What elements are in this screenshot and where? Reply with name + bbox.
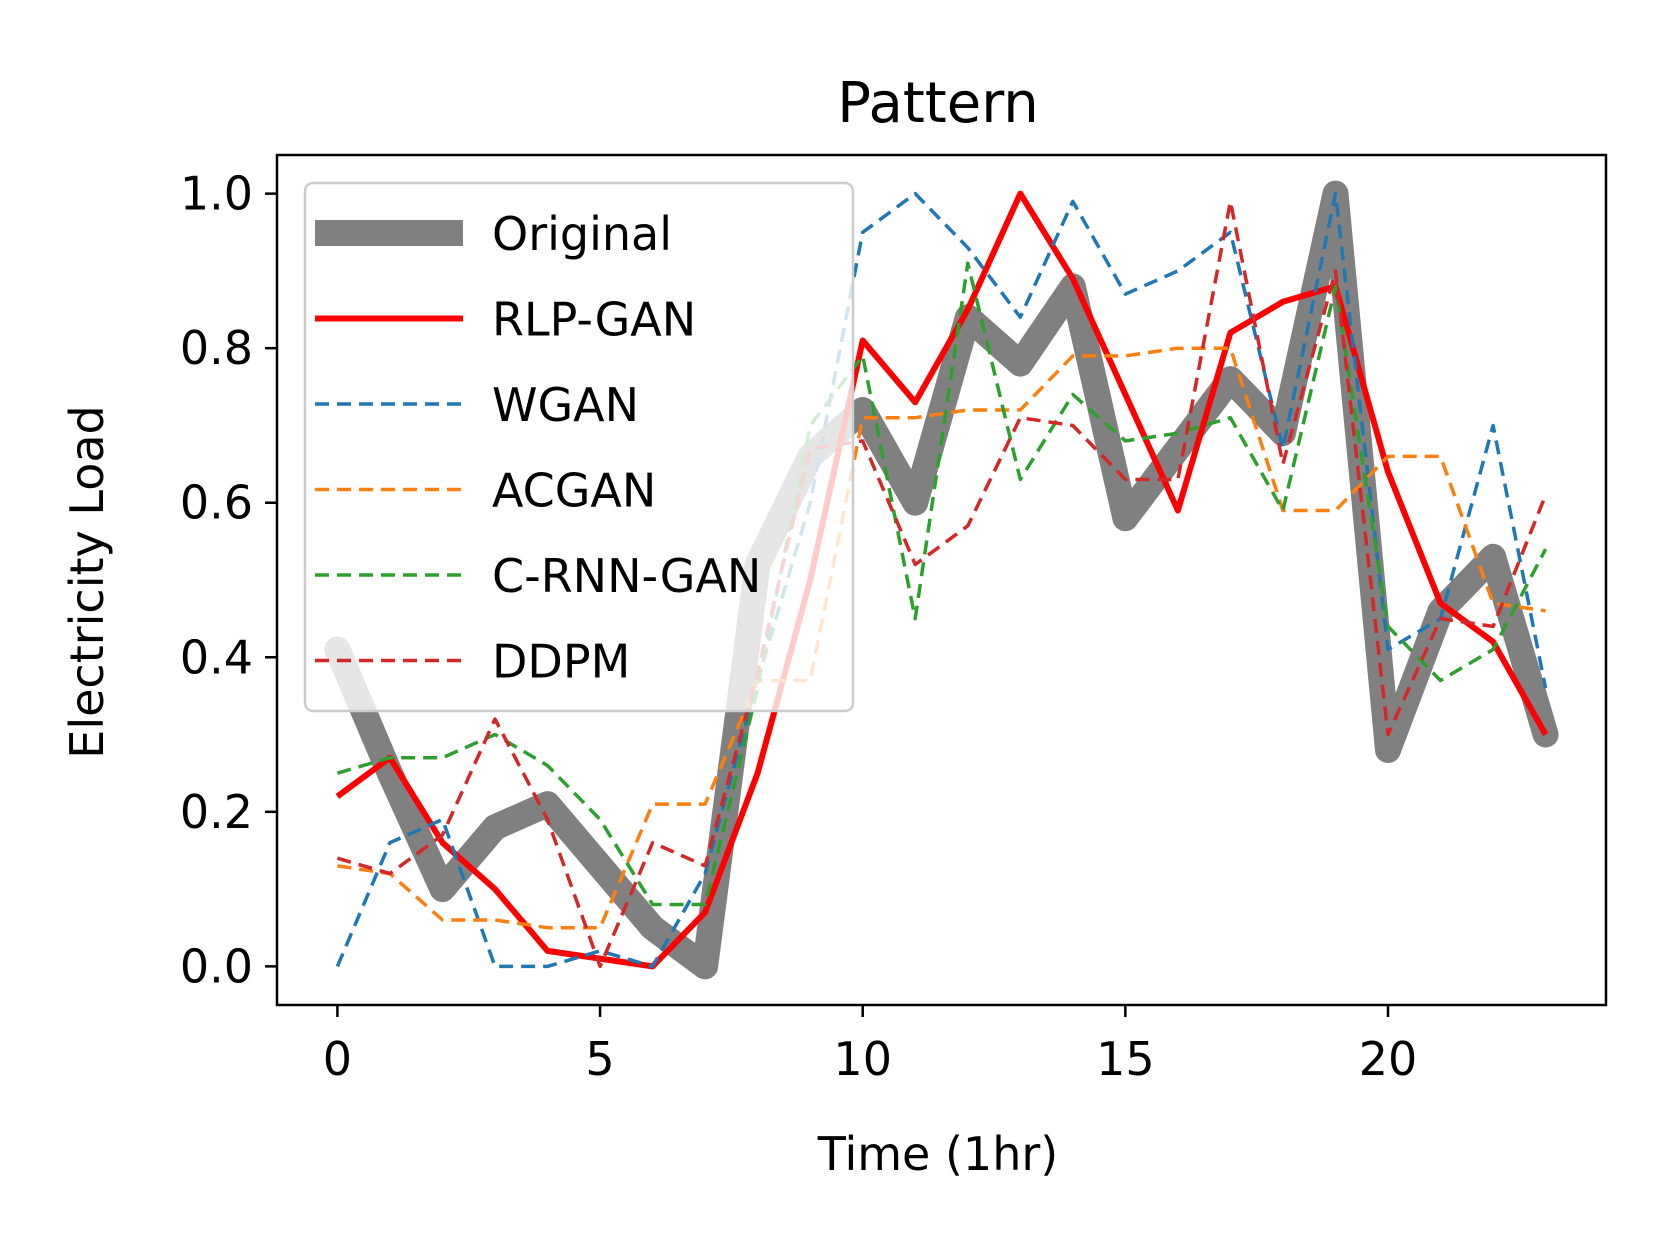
series-line-acgan <box>337 346 1546 930</box>
y-axis: 0.0 0.2 0.4 0.6 0.8 1.0 <box>180 167 277 993</box>
y-tick-label: 0.2 <box>180 785 253 839</box>
series-line-rlp-gan <box>335 190 1549 970</box>
x-tick-label: 15 <box>1096 1032 1155 1086</box>
legend-label-rlp-gan: RLP-GAN <box>492 293 696 347</box>
y-tick-label: 0.4 <box>180 630 253 684</box>
chart-title: Pattern <box>837 71 1038 136</box>
legend-label-original: Original <box>492 207 672 261</box>
series-line-wgan <box>335 191 1548 969</box>
x-axis-label: Time (1hr) <box>817 1127 1058 1181</box>
x-axis: 0 5 10 15 20 <box>323 1005 1418 1086</box>
legend-label-ddpm: DDPM <box>492 635 630 689</box>
legend-label-c-rnn-gan: C-RNN-GAN <box>492 549 761 603</box>
y-axis-label: Electricity Load <box>60 405 114 758</box>
x-tick-label: 10 <box>833 1032 892 1086</box>
series-line-ddpm <box>336 199 1548 969</box>
y-tick-label: 0.0 <box>180 939 253 993</box>
legend-label-wgan: WGAN <box>492 378 639 432</box>
legend-box <box>303 181 855 713</box>
series-line-original <box>324 180 1559 980</box>
plot-area <box>324 180 1559 980</box>
legend-label-acgan: ACGAN <box>492 464 656 518</box>
x-tick-label: 5 <box>585 1032 614 1086</box>
axes-frame <box>275 153 1608 1007</box>
x-tick-label: 20 <box>1359 1032 1418 1086</box>
y-tick-label: 0.6 <box>180 476 253 530</box>
x-tick-label: 0 <box>323 1032 352 1086</box>
y-tick-label: 1.0 <box>180 167 253 221</box>
legend: Original RLP-GAN WGAN ACGAN C-RNN-GAN DDPM <box>303 181 855 713</box>
y-tick-label: 0.8 <box>180 321 253 375</box>
